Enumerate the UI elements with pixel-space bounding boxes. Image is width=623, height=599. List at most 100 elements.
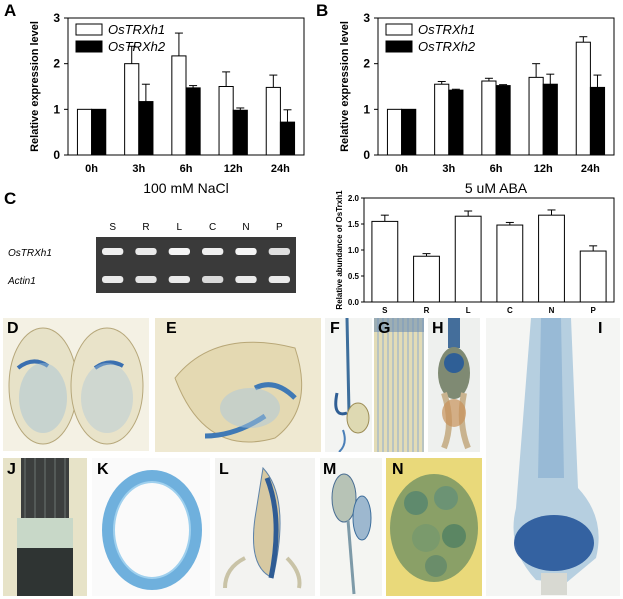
chart-a-ytick-label-0: 0: [53, 148, 60, 162]
chart-a-bar-OsTRXh2-3h: [138, 101, 154, 156]
chart-a-bar-OsTRXh2-12h: [232, 109, 248, 156]
photo-label-d: D: [7, 320, 19, 337]
chart-a-legend-swatch-OsTRXh1: [75, 23, 103, 36]
gel-row-bg-OsTRXh1: [96, 237, 296, 267]
gel-band-Actin1-N: [235, 276, 257, 283]
chart-c-bar-R: [413, 255, 440, 303]
gel-band-Actin1-R: [135, 276, 157, 283]
chart-c-tissue-abundance: 0.0 0.5 1.0 1.5 2.0 Relative abundance of OsT…: [335, 190, 615, 315]
chart-c-bar-P: [579, 250, 607, 303]
chart-c-bar-C: [496, 224, 524, 303]
photo-g-leaf: [374, 318, 424, 452]
chart-b-bar-OsTRXh2-6h: [495, 85, 511, 156]
photo-label-j: J: [7, 461, 16, 478]
chart-b-legend-swatch-OsTRXh2: [385, 40, 413, 53]
gel-lane-label-C: C: [209, 222, 216, 233]
chart-a-legend-swatch-OsTRXh2: [75, 40, 103, 53]
gel-band-Actin1-P: [268, 276, 290, 283]
photo-m-florets: [320, 458, 382, 596]
chart-a-nacl: 0 1 2 3 Relative expression level 0h 3h 6h 12h 24…: [29, 11, 305, 196]
panel-label-b: B: [316, 1, 329, 20]
chart-a-bar-OsTRXh1-24h: [265, 86, 281, 156]
chart-c-ytick-label-0: 0.0: [348, 298, 360, 307]
photo-e-embryo: [155, 318, 321, 452]
chart-c-bar-N: [538, 214, 565, 303]
chart-b-ytick-label-0: 0: [363, 148, 370, 162]
panel-label-c: C: [4, 189, 17, 208]
gel-row-bg-Actin1: [96, 267, 296, 293]
callus-illustration: [390, 474, 478, 582]
chart-b-bar-OsTRXh2-12h: [542, 83, 558, 156]
chart-b-ytick-label-1: 1: [363, 102, 370, 116]
chart-a-bar-OsTRXh1-12h: [218, 86, 234, 156]
chart-c-ytick-label-1: 0.5: [348, 272, 360, 281]
chart-b-bar-OsTRXh2-24h: [589, 86, 606, 156]
chart-a-xtick-3h: 3h: [132, 163, 145, 175]
gel-band-OsTRXh1-P: [268, 248, 290, 255]
rt-pcr-gel: OsTRXh1 Actin1 S R L C N P: [7, 222, 296, 293]
gel-band-Actin1-L: [168, 276, 190, 283]
seeds-illustration: [8, 327, 144, 445]
chart-c-xtick-S: S: [382, 306, 388, 315]
chart-b-bar-OsTRXh1-3h: [434, 83, 450, 156]
gel-lane-label-P: P: [276, 222, 283, 233]
chart-b-bar-OsTRXh1-6h: [481, 80, 497, 156]
chart-b-bar-OsTRXh1-12h: [528, 76, 544, 156]
photo-label-f: F: [330, 320, 340, 337]
stem-base-illustration: [513, 318, 599, 595]
chart-a-xtick-6h: 6h: [180, 163, 193, 175]
photo-label-g: G: [378, 320, 391, 337]
chart-b-ylabel: Relative expression level: [339, 21, 351, 152]
chart-a-bar-OsTRXh1-3h: [124, 63, 140, 156]
chart-b-legend-label-OsTRXh2: OsTRXh2: [418, 39, 476, 54]
chart-b-bar-OsTRXh2-0h: [401, 108, 417, 156]
chart-b-xtick-24h: 24h: [581, 163, 600, 175]
gel-band-Actin1-S: [102, 276, 124, 283]
chart-a-bar-OsTRXh1-6h: [171, 55, 187, 156]
chart-c-ylabel: Relative abundance of OsTrxh1: [335, 190, 344, 310]
culm-illustration: [17, 458, 73, 596]
chart-b-ytick-label-2: 2: [363, 57, 370, 71]
gel-lane-label-R: R: [142, 222, 149, 233]
gel-band-Actin1-C: [202, 276, 224, 283]
chart-a-xlabel: 100 mM NaCl: [143, 180, 229, 196]
gel-band-OsTRXh1-S: [102, 248, 124, 255]
chart-a-bar-OsTRXh1-0h: [76, 108, 93, 156]
gel-row-label-OsTRXh1: OsTRXh1: [8, 248, 52, 259]
seedling-illustration: [334, 318, 370, 452]
chart-a-bar-OsTRXh2-0h: [91, 108, 107, 156]
chart-c-axis-frame: [363, 197, 615, 303]
photo-n-callus: [386, 458, 482, 596]
chart-a-ylabel: Relative expression level: [29, 21, 41, 152]
chart-c-ytick-label-3: 1.5: [348, 220, 360, 229]
photo-j-culm: [3, 458, 87, 596]
chart-a-ytick-label-2: 2: [53, 57, 60, 71]
gel-band-OsTRXh1-C: [202, 248, 224, 255]
chart-c-xtick-R: R: [424, 306, 430, 315]
chart-b-aba: 0 1 2 3 Relative expression level 0h 3h 6h 12h 24…: [339, 11, 615, 196]
photo-label-m: M: [323, 461, 337, 478]
gel-lane-label-S: S: [109, 222, 116, 233]
gel-lane-label-N: N: [242, 222, 249, 233]
chart-c-xtick-P: P: [590, 306, 596, 315]
photo-f-seedling: [325, 318, 372, 452]
chart-a-xtick-12h: 12h: [224, 163, 243, 175]
spikelet-illustration: [223, 466, 302, 589]
chart-b-xtick-6h: 6h: [490, 163, 503, 175]
photo-k-cross-section: [92, 458, 210, 596]
cross-section-illustration: [102, 470, 202, 590]
gel-band-OsTRXh1-L: [168, 248, 190, 255]
chart-b-bar-OsTRXh1-24h: [575, 41, 591, 156]
chart-b-bar-OsTRXh2-3h: [448, 89, 464, 156]
photo-h-node: [428, 318, 480, 452]
chart-c-xtick-N: N: [549, 306, 555, 315]
florets-illustration: [331, 473, 372, 595]
chart-a-bar-OsTRXh2-24h: [279, 121, 296, 156]
photo-label-k: K: [97, 461, 109, 478]
photo-label-i: I: [598, 320, 603, 337]
gel-band-OsTRXh1-R: [135, 248, 157, 255]
chart-b-xtick-0h: 0h: [395, 163, 408, 175]
photo-label-h: H: [432, 320, 444, 337]
embryo-illustration: [174, 341, 303, 443]
chart-a-xtick-0h: 0h: [85, 163, 98, 175]
